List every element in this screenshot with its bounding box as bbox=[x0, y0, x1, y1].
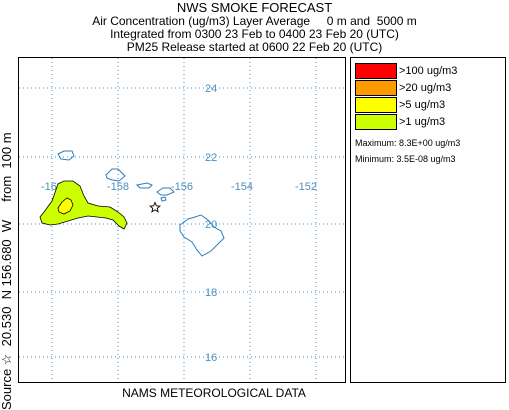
source-location-label: Source ☆ 20.530 N 156.680 W from 100 m bbox=[0, 132, 14, 410]
integration-period: Integrated from 0300 23 Feb to 0400 23 F… bbox=[110, 27, 399, 41]
forecast-title: NWS SMOKE FORECAST bbox=[176, 0, 333, 15]
legend-swatch-orange bbox=[355, 80, 397, 96]
lat-label-20: 20 bbox=[205, 219, 217, 231]
lat-label-18: 18 bbox=[205, 287, 217, 299]
legend-label: >20 ug/m3 bbox=[399, 82, 452, 94]
plume-over-1 bbox=[39, 180, 128, 230]
lat-label-24: 24 bbox=[205, 83, 217, 95]
legend-swatch-lime bbox=[355, 114, 397, 130]
release-start: PM25 Release started at 0600 22 Feb 20 (… bbox=[126, 40, 383, 54]
lon-label-156: -156 bbox=[171, 181, 193, 193]
legend-swatch-yellow bbox=[355, 97, 397, 113]
plume-over-5 bbox=[57, 197, 74, 215]
concentration-subtitle: Air Concentration (ug/m3) Layer Average … bbox=[92, 14, 417, 28]
legend-label: >100 ug/m3 bbox=[399, 65, 458, 77]
oahu-island bbox=[105, 168, 126, 182]
concentration-legend: >100 ug/m3 >20 ug/m3 >5 ug/m3 >1 ug/m3 M… bbox=[350, 57, 506, 383]
niihau-kauai-island bbox=[57, 150, 75, 161]
legend-label: >5 ug/m3 bbox=[399, 99, 446, 111]
legend-swatch-red bbox=[355, 63, 397, 79]
hawaiian-islands bbox=[57, 150, 225, 257]
source-star-icon bbox=[148, 201, 162, 213]
minimum-value: Minimum: 3.5E-08 ug/m3 bbox=[355, 154, 456, 164]
maui-island bbox=[156, 187, 175, 196]
lon-label-152: -152 bbox=[295, 181, 317, 193]
lon-label-158: -158 bbox=[107, 181, 129, 193]
smoke-forecast-map: -160 -158 -156 -154 -152 24 22 20 18 16 bbox=[18, 57, 346, 383]
maximum-value: Maximum: 8.3E+00 ug/m3 bbox=[355, 138, 461, 148]
legend-label: >1 ug/m3 bbox=[399, 116, 446, 128]
kahoolawe-island bbox=[160, 196, 167, 202]
meteorological-data-label: NAMS METEOROLOGICAL DATA bbox=[122, 386, 306, 400]
molokai-island bbox=[135, 182, 153, 189]
lon-label-154: -154 bbox=[231, 181, 253, 193]
map-frame bbox=[18, 57, 346, 383]
hawaii-big-island bbox=[179, 214, 225, 257]
lat-label-16: 16 bbox=[205, 352, 217, 364]
lat-label-22: 22 bbox=[205, 152, 217, 164]
